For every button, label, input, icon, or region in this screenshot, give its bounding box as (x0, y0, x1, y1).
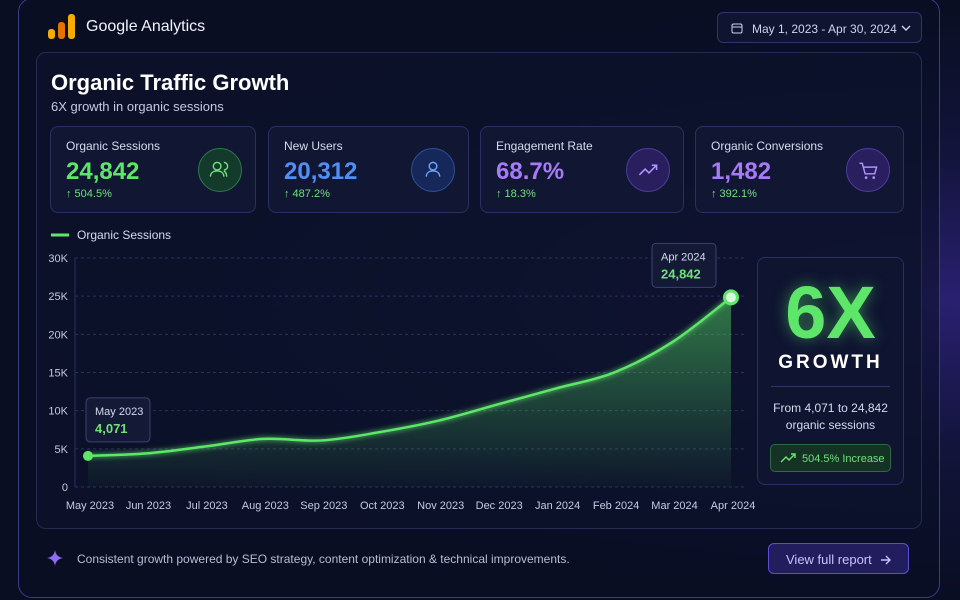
chevron (901, 25, 911, 31)
kpi-value: 20,312 (284, 158, 358, 185)
kpi-value: 1,482 (711, 158, 772, 185)
growth-detail: organic sessions (785, 418, 876, 432)
date-range: May 1, 2023 - Apr 30, 2024 (752, 22, 897, 36)
growth-panel: 6X GROWTH From 4,071 to 24,842 organic s… (757, 257, 904, 485)
kpi-name: New Users (284, 139, 343, 153)
kpi-change: ↑ 504.5% (66, 188, 112, 200)
growth-big: 6X (785, 271, 876, 354)
growth-badge: 504.5% Increase (770, 444, 891, 472)
footer-text: Consistent growth powered by SEO strateg… (77, 552, 570, 566)
trend-icon (780, 453, 796, 463)
button-label: View full report (786, 552, 872, 567)
kpi-icon (198, 148, 242, 192)
card-title: Organic Traffic Growth (51, 70, 290, 95)
kpi-value: 24,842 (66, 158, 140, 185)
badge-text: 504.5% Increase (802, 453, 885, 465)
growth-detail: From 4,071 to 24,842 (773, 401, 888, 415)
divider (771, 386, 890, 387)
kpi-name: Organic Sessions (66, 139, 161, 153)
calendar-icon (731, 23, 743, 34)
kpi-icon (626, 148, 670, 192)
kpi-icon (846, 148, 890, 192)
kpi-change: ↑ 392.1% (711, 188, 757, 200)
kpi-change: ↑ 18.3% (496, 188, 536, 200)
logo (48, 14, 75, 39)
view-report-button[interactable]: View full report (768, 543, 909, 574)
card-subtitle: 6X growth in organic sessions (51, 99, 224, 114)
arrow-icon (881, 555, 891, 565)
growth-word: GROWTH (778, 352, 883, 373)
kpi-change: ↑ 487.2% (284, 188, 330, 200)
kpi-value: 68.7% (496, 158, 565, 185)
kpi-icon (411, 148, 455, 192)
date-picker[interactable]: May 1, 2023 - Apr 30, 2024 (717, 12, 922, 43)
kpi-name: Organic Conversions (711, 139, 824, 153)
kpi-card: Engagement Rate 68.7% ↑ 18.3% (480, 126, 684, 213)
kpi-card: New Users 20,312 ↑ 487.2% (268, 126, 469, 213)
sparkle-icon (47, 550, 63, 566)
brand: Google Analytics (86, 18, 206, 35)
kpi-name: Engagement Rate (496, 139, 593, 153)
kpi-card: Organic Sessions 24,842 ↑ 504.5% (50, 126, 256, 213)
kpi-card: Organic Conversions 1,482 ↑ 392.1% (695, 126, 904, 213)
